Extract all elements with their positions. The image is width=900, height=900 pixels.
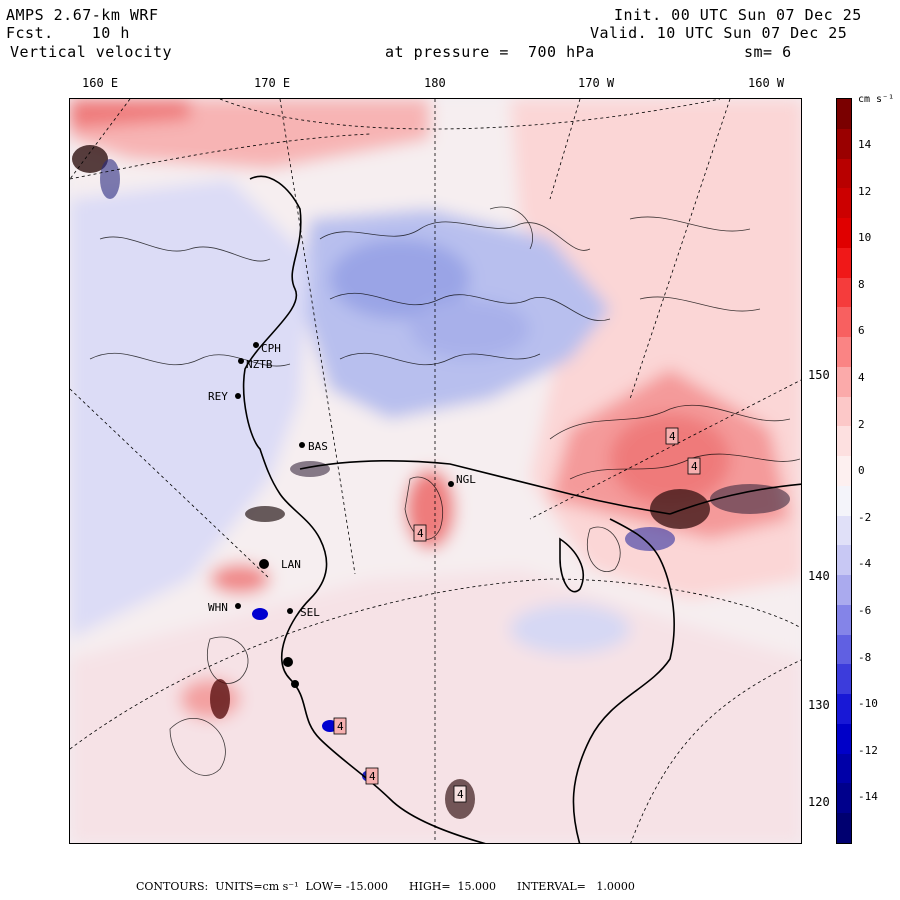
station-markers: CPH NZTB REY BAS NGL LAN WHN SEL [208,342,476,688]
colorbar-segment [837,545,851,576]
colorbar-segment [837,664,851,695]
pressure-level: at pressure = 700 hPa [385,43,595,61]
smoothing-value: sm= 6 [744,43,792,61]
colorbar-tick: 6 [858,324,865,338]
colorbar [836,98,852,844]
colorbar-tick: 2 [858,417,865,431]
contour-label: 4 [337,720,344,733]
valid-time: Valid. 10 UTC Sun 07 Dec 25 [590,24,848,42]
colorbar-segment [837,634,851,665]
colorbar-segment [837,813,851,844]
colorbar-tick: -10 [858,697,878,711]
colorbar-segment [837,575,851,606]
forecast-hour: Fcst. 10 h [6,24,130,42]
station-bas: BAS [308,440,328,453]
lon-label-160e: 160 E [82,76,119,90]
colorbar-tick: -14 [858,790,878,804]
station-lan: LAN [281,558,301,571]
colorbar-segment [837,337,851,368]
colorbar-tick: 8 [858,277,865,291]
colorbar-segment [837,366,851,398]
colorbar-segment [837,426,851,457]
colorbar-units: cm s⁻¹ [858,94,895,105]
coastline [242,175,801,843]
colorbar-segment [837,188,851,219]
colorbar-segment [837,723,851,755]
contour-label: 4 [417,527,424,540]
colorbar-segment [837,396,851,427]
lon-label-170e: 170 E [254,76,291,90]
lon-label-160w: 160 W [748,76,785,90]
map-panel: CPH NZTB REY BAS NGL LAN WHN SEL 4 4 4 4… [69,98,802,844]
init-time: Init. 00 UTC Sun 07 Dec 25 [614,6,862,24]
colorbar-tick: 14 [858,138,872,151]
colorbar-segment [837,485,851,517]
station-whn: WHN [208,601,228,614]
colorbar-tick: -6 [858,604,872,617]
station-sel: SEL [300,606,320,619]
station-ngl: NGL [456,473,476,486]
colorbar-segment [837,307,851,338]
contour-labels: 4 4 4 4 4 4 [333,427,701,803]
colorbar-tick: -4 [858,557,872,571]
colorbar-tick: -8 [858,650,872,664]
model-title: AMPS 2.67-km WRF [6,6,159,24]
colorbar-tick: 4 [858,371,865,384]
contour-label: 4 [457,788,464,801]
colorbar-tick: -12 [858,743,878,757]
contour-label: 4 [369,770,376,783]
lon-label-180: 180 [424,76,446,90]
colorbar-segment [837,218,851,249]
colorbar-segment [837,99,851,130]
colorbar-segment [837,753,851,784]
colorbar-segment [837,694,851,725]
lon-label-170w: 170 W [578,76,615,90]
field-name: Vertical velocity [10,43,173,61]
station-rey: REY [208,390,228,403]
contour-label: 4 [691,460,698,473]
colorbar-segment [837,247,851,279]
colorbar-segment [837,783,851,814]
colorbar-segment [837,158,851,189]
colorbar-segment [837,515,851,546]
colorbar-segment [837,277,851,308]
contour-label: 4 [669,430,676,443]
station-cph: CPH [261,342,281,355]
graticule [70,99,801,843]
colorbar-tick: 12 [858,184,872,198]
colorbar-tick: 10 [858,231,872,245]
colorbar-segment [837,456,851,487]
station-nztb: NZTB [246,358,273,371]
colorbar-tick: 0 [858,464,865,478]
contour-info: CONTOURS: UNITS=cm s⁻¹ LOW= -15.000 HIGH… [136,880,635,893]
colorbar-tick: -2 [858,510,872,524]
colorbar-segment [837,128,851,159]
vertical-velocity-map: CPH NZTB REY BAS NGL LAN WHN SEL 4 4 4 4… [70,99,801,843]
colorbar-segment [837,604,851,636]
contour-lines [89,206,801,776]
